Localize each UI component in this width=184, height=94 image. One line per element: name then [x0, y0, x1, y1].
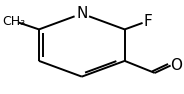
Text: O: O	[170, 58, 183, 73]
Text: N: N	[76, 6, 88, 21]
Text: CH₃: CH₃	[3, 15, 26, 28]
Text: F: F	[143, 14, 152, 29]
